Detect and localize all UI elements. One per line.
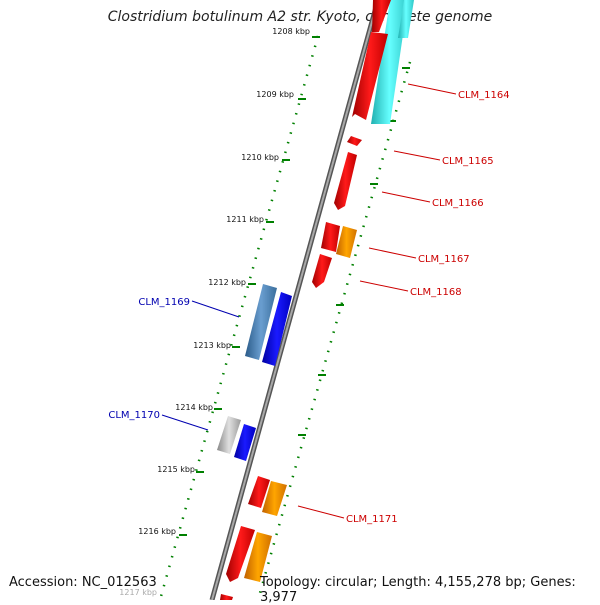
tick-label: 1214 kbp — [175, 403, 213, 412]
tick-label: 1211 kbp — [226, 215, 264, 224]
gray-feature — [217, 416, 241, 454]
scale-labels: 1208 kbp 1209 kbp 1210 kbp 1211 kbp 1212… — [119, 27, 310, 597]
orange-feature — [262, 481, 287, 516]
gene-label-CLM-1169: CLM_1169 — [138, 297, 190, 308]
scale-guide-line — [158, 35, 320, 600]
gene-CLM-1167 — [321, 222, 340, 252]
gene-label-CLM-1168: CLM_1168 — [410, 287, 462, 298]
tick-label: 1212 kbp — [208, 278, 246, 287]
gene-label-CLM-1165: CLM_1165 — [442, 156, 494, 167]
gene-label-CLM-1167: CLM_1167 — [418, 254, 470, 265]
gene-CLM-1171b — [226, 526, 255, 582]
accession-text: Accession: NC_012563 — [9, 575, 157, 590]
tick-label: 1210 kbp — [241, 153, 279, 162]
gene-CLM-1168 — [312, 254, 332, 288]
tick-label: 1213 kbp — [193, 341, 231, 350]
gene-CLM-1169 — [262, 292, 292, 366]
gene-labels: CLM_1164 CLM_1165 CLM_1166 CLM_1167 CLM_… — [108, 90, 509, 525]
gene-label-CLM-1171: CLM_1171 — [346, 514, 398, 525]
tick-label: 1208 kbp — [272, 27, 310, 36]
gene-CLM-1163 — [372, 0, 391, 32]
gene-CLM-1164 — [352, 32, 388, 120]
gene-CLM-1171a — [248, 476, 270, 508]
gene-CLM-1169-steel — [245, 284, 277, 360]
gene-CLM-1166 — [334, 152, 357, 210]
tick-label: 1216 kbp — [138, 527, 176, 536]
orange-feature — [336, 226, 357, 258]
gene-CLM-1170 — [234, 424, 256, 461]
cyan-feature — [371, 0, 408, 124]
gene-label-CLM-1170: CLM_1170 — [108, 410, 160, 421]
gene-label-CLM-1166: CLM_1166 — [432, 198, 484, 209]
gene-label-CLM-1164: CLM_1164 — [458, 90, 510, 101]
gene-CLM-1165 — [347, 136, 362, 146]
genome-summary-text: Topology: circular; Length: 4,155,278 bp… — [260, 575, 576, 605]
orange-feature — [244, 532, 272, 582]
tick-label: 1217 kbp — [119, 588, 157, 597]
tick-label: 1215 kbp — [157, 465, 195, 474]
tick-label: 1209 kbp — [256, 90, 294, 99]
leader-lines — [161, 83, 457, 519]
